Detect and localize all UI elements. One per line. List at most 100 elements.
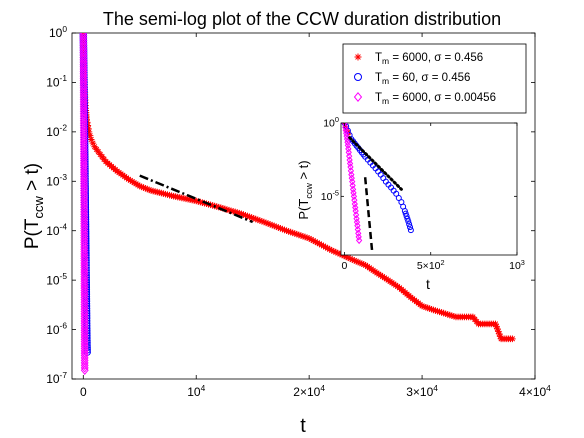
data-point [355,229,362,238]
data-point [143,185,151,193]
data-point [80,181,88,191]
inset-y-axis-label: P(Tccw > t) [296,160,314,219]
data-point [240,211,247,218]
data-point [291,230,299,237]
data-point [140,184,147,191]
data-point [436,308,443,316]
data-point [309,237,317,244]
data-point [80,332,89,342]
data-point [80,343,89,354]
data-point [79,54,88,65]
data-point [351,257,358,264]
data-point [79,104,88,114]
series-asterisk [79,33,516,343]
data-point [80,267,89,277]
data-point [80,294,89,305]
data-point [79,158,88,168]
data-point [80,330,89,340]
data-point [80,204,89,215]
data-point [442,310,449,318]
data-point [79,167,88,177]
data-point [80,325,89,335]
x-tick-label: 104 [187,383,205,399]
y-tick-label: 10-5 [46,271,67,287]
data-point [138,183,145,191]
data-point [351,196,358,204]
data-point [307,236,315,243]
y-tick-label: 10-7 [46,370,67,386]
data-point [332,248,340,256]
data-point [81,200,90,209]
data-point [345,148,352,157]
data-point [450,313,458,320]
x-tick-label: 2×104 [293,383,325,399]
data-point [289,229,297,237]
x-axis-label: t [300,415,306,437]
data-point [79,162,88,173]
data-point [440,309,447,317]
data-point [493,323,500,330]
data-point [80,228,89,238]
data-point [221,205,229,213]
data-point [434,307,441,315]
data-point [287,228,294,236]
data-point [342,123,348,129]
data-point [79,132,88,143]
data-point [448,312,456,319]
data-point [145,186,153,194]
data-point [80,258,89,268]
data-point [79,144,88,154]
data-point [345,145,352,153]
data-point [80,185,88,196]
data-point [79,85,88,95]
data-point [299,232,307,240]
data-point [80,197,89,208]
data-point [80,316,89,326]
data-point [80,278,89,289]
data-point [79,165,88,175]
data-point [192,197,200,205]
data-point [242,211,249,219]
data-point [80,309,89,319]
data-point [404,215,411,222]
data-point [79,61,88,72]
data-point [79,101,88,112]
series-diamond [341,123,363,245]
reference-line-dotted [348,136,403,191]
data-point [127,177,134,184]
data-point [79,87,88,98]
data-point [79,57,88,67]
data-point [79,68,88,79]
data-point [80,249,89,259]
data-point [395,194,402,201]
data-point [80,360,89,371]
data-point [496,333,504,340]
data-point [312,238,319,245]
data-point [256,217,264,224]
inset-chart: 0 5×102 103 100 10-5 t P(Tccw > t) [296,115,525,292]
data-point [79,127,88,138]
data-point [79,50,88,60]
legend-marker [354,53,362,61]
data-point [79,146,88,157]
data-point [270,222,278,230]
data-point [236,209,243,217]
data-point [353,214,360,223]
data-point [305,235,313,242]
x-tick-label: 4×104 [519,383,551,399]
data-point [80,339,89,349]
data-point [80,320,89,331]
data-point [352,207,359,215]
data-point [430,306,437,314]
data-point [80,276,89,287]
data-point [348,170,355,179]
chart-title: The semi-log plot of the CCW duration di… [103,9,501,29]
data-point [348,256,356,263]
inset-plot-data [341,123,414,251]
data-point [348,174,355,182]
data-point [80,346,89,356]
data-point [254,216,262,224]
data-point [80,171,88,182]
data-point [79,78,88,88]
